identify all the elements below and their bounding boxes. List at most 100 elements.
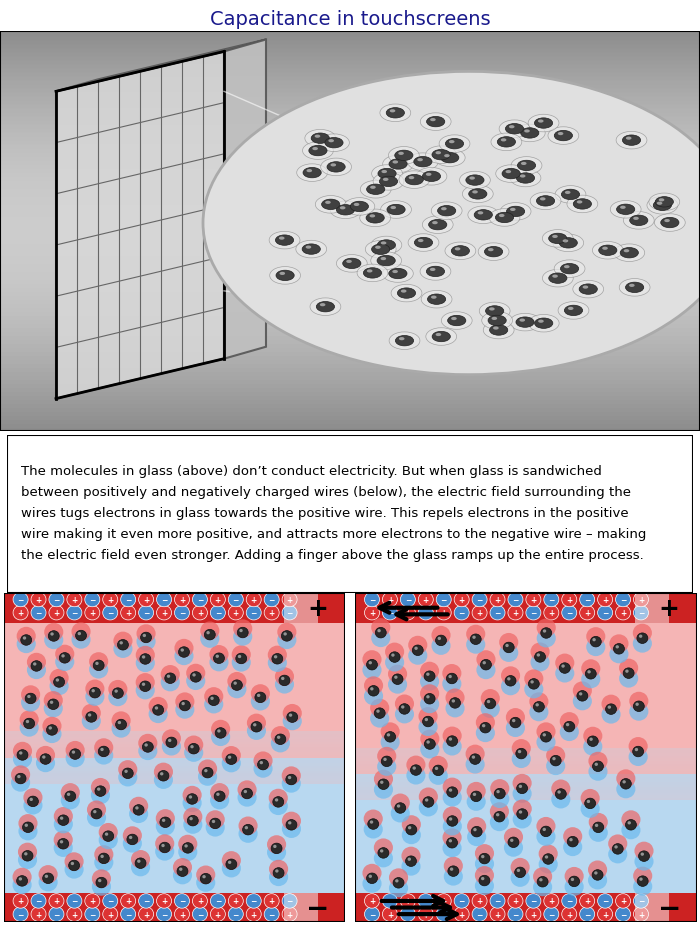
Bar — [0, 287, 700, 291]
Circle shape — [414, 238, 433, 248]
Circle shape — [627, 821, 631, 825]
Text: −: − — [286, 896, 293, 906]
Circle shape — [633, 635, 652, 653]
Circle shape — [360, 182, 391, 198]
Circle shape — [241, 788, 253, 799]
Circle shape — [125, 769, 128, 773]
Text: −: − — [178, 896, 186, 906]
Circle shape — [343, 259, 361, 269]
Bar — [355, 774, 696, 777]
Circle shape — [183, 807, 202, 826]
Circle shape — [655, 197, 673, 208]
Circle shape — [49, 907, 64, 921]
Bar — [0, 284, 700, 287]
Bar — [4, 753, 345, 756]
Circle shape — [412, 645, 423, 655]
Circle shape — [481, 877, 484, 881]
Circle shape — [481, 690, 500, 707]
Circle shape — [493, 327, 498, 330]
Circle shape — [444, 155, 449, 159]
Circle shape — [526, 907, 541, 921]
Circle shape — [414, 158, 432, 168]
Circle shape — [67, 592, 82, 607]
Circle shape — [419, 798, 438, 817]
Circle shape — [161, 844, 164, 847]
Circle shape — [196, 873, 216, 892]
Circle shape — [91, 808, 102, 819]
Circle shape — [433, 766, 444, 776]
Circle shape — [573, 681, 592, 700]
Circle shape — [174, 639, 193, 657]
Circle shape — [529, 703, 548, 721]
Circle shape — [330, 202, 361, 220]
Circle shape — [158, 770, 169, 781]
Circle shape — [441, 208, 447, 211]
Circle shape — [531, 642, 550, 661]
Circle shape — [228, 894, 244, 908]
Circle shape — [182, 843, 193, 853]
Circle shape — [198, 759, 217, 778]
Text: −: − — [286, 608, 293, 617]
Circle shape — [142, 655, 146, 659]
Circle shape — [435, 152, 441, 155]
Circle shape — [136, 654, 155, 672]
Circle shape — [601, 695, 621, 713]
Text: +: + — [89, 608, 95, 617]
Circle shape — [232, 680, 242, 691]
Circle shape — [434, 150, 465, 167]
Circle shape — [512, 800, 532, 818]
Circle shape — [160, 772, 163, 776]
Circle shape — [193, 592, 207, 607]
Circle shape — [615, 645, 619, 649]
Circle shape — [264, 592, 279, 607]
Circle shape — [518, 750, 522, 754]
Circle shape — [514, 125, 545, 143]
Circle shape — [567, 196, 598, 213]
Bar — [0, 124, 700, 128]
Bar — [4, 776, 345, 779]
Circle shape — [13, 868, 32, 886]
Circle shape — [211, 728, 230, 746]
Circle shape — [189, 795, 192, 799]
Text: −: − — [602, 896, 608, 906]
Bar — [0, 152, 700, 156]
Circle shape — [222, 754, 241, 772]
Circle shape — [276, 271, 294, 281]
Circle shape — [428, 767, 448, 785]
Circle shape — [11, 773, 30, 792]
Circle shape — [166, 737, 177, 748]
Circle shape — [142, 683, 145, 686]
Circle shape — [528, 115, 559, 133]
Circle shape — [381, 258, 386, 260]
Circle shape — [580, 605, 595, 620]
Circle shape — [626, 283, 644, 293]
Circle shape — [274, 655, 277, 659]
Circle shape — [204, 769, 208, 772]
Circle shape — [268, 654, 287, 672]
Bar — [0, 144, 700, 148]
Circle shape — [401, 290, 407, 293]
Circle shape — [420, 263, 451, 281]
Text: −: − — [35, 896, 42, 906]
Circle shape — [608, 834, 627, 853]
Circle shape — [281, 767, 301, 785]
Circle shape — [521, 162, 526, 166]
Circle shape — [43, 717, 62, 735]
Circle shape — [490, 813, 509, 832]
Circle shape — [155, 706, 158, 710]
Circle shape — [378, 169, 396, 180]
Circle shape — [25, 824, 28, 827]
Text: +: + — [531, 909, 536, 919]
Bar — [355, 798, 696, 801]
Circle shape — [561, 605, 577, 620]
Text: +: + — [620, 896, 626, 906]
Circle shape — [160, 843, 170, 853]
Circle shape — [536, 828, 556, 846]
Circle shape — [528, 315, 559, 333]
Circle shape — [496, 166, 526, 184]
Circle shape — [426, 741, 430, 743]
Bar — [0, 251, 700, 256]
Circle shape — [222, 746, 241, 765]
Circle shape — [445, 243, 476, 260]
Circle shape — [473, 828, 477, 832]
